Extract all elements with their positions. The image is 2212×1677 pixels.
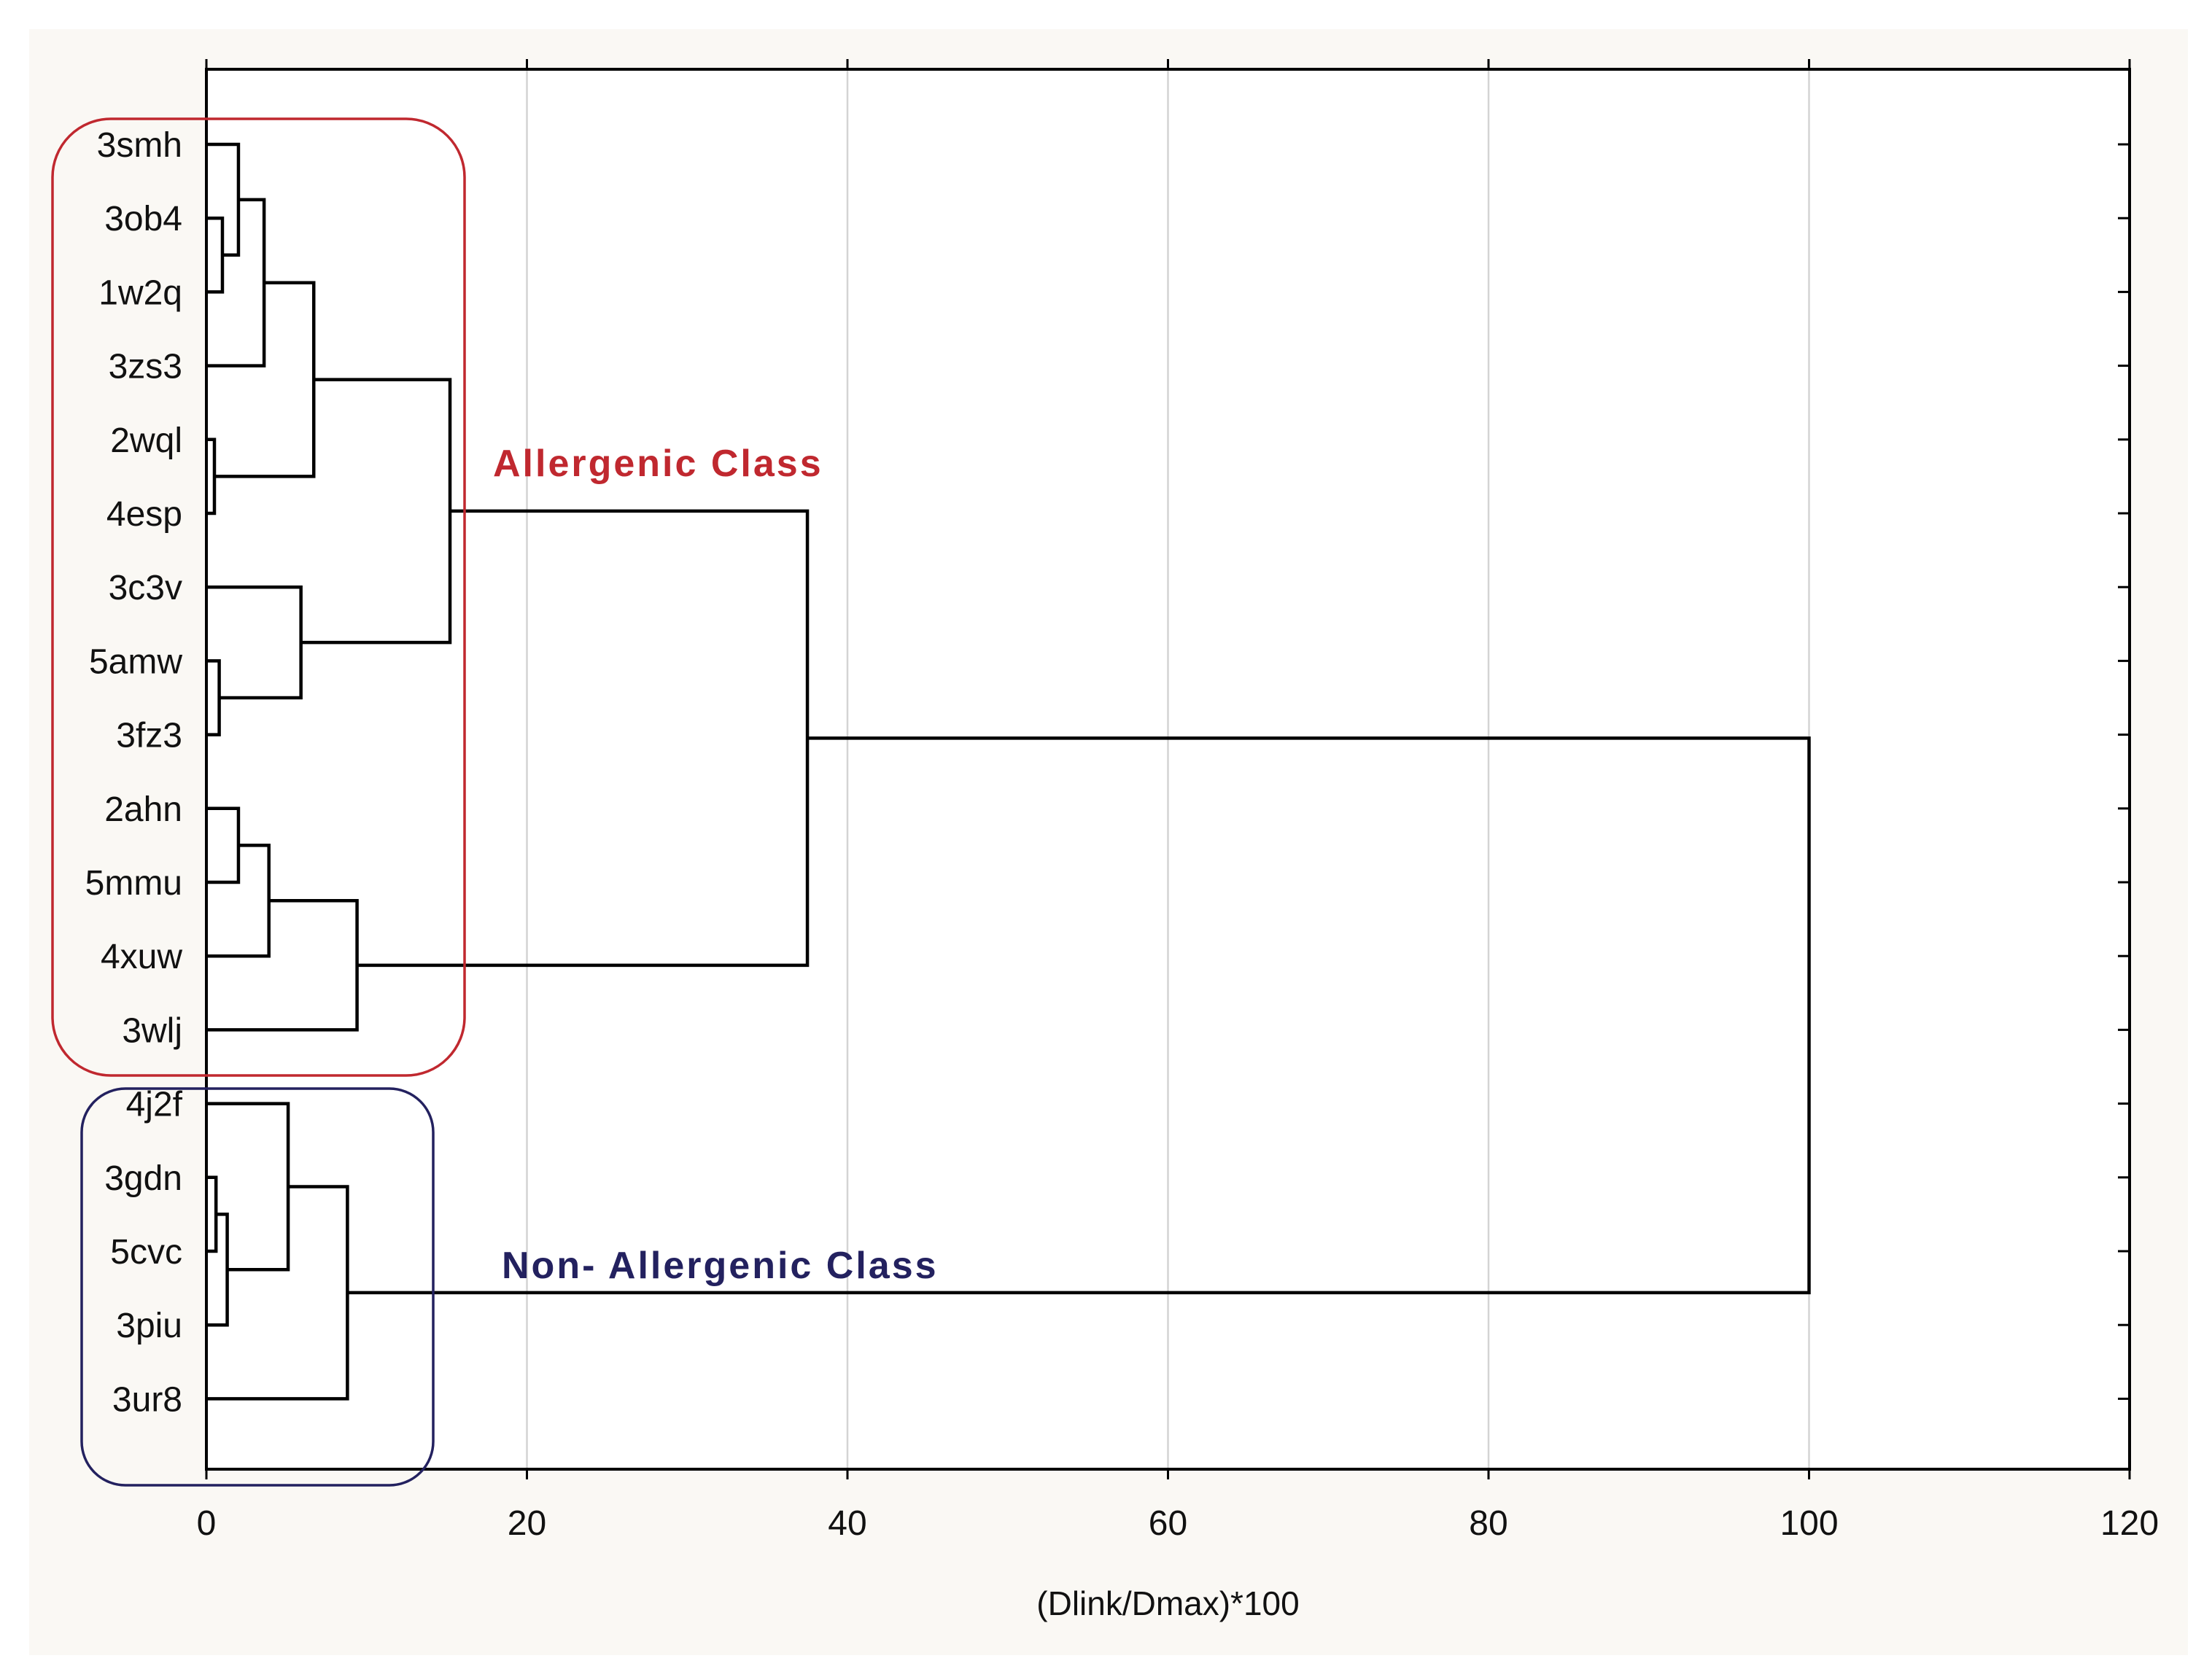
- leaf-label: 5mmu: [85, 864, 182, 903]
- leaf-label: 3ur8: [112, 1380, 182, 1419]
- x-tick-label: 80: [1469, 1504, 1507, 1543]
- leaf-label: 3fz3: [116, 717, 182, 755]
- x-tick-label: 60: [1149, 1504, 1187, 1543]
- leaf-label: 5cvc: [110, 1233, 182, 1272]
- leaf-label: 3smh: [97, 126, 182, 165]
- leaf-label: 3c3v: [109, 569, 182, 607]
- x-tick-label: 20: [508, 1504, 546, 1543]
- class-group-outline: [51, 117, 466, 1077]
- x-tick-label: 120: [2100, 1504, 2159, 1543]
- dendrogram-link: [357, 509, 810, 968]
- leaf-label: 3wlj: [122, 1011, 182, 1050]
- leaf-label: 3piu: [116, 1307, 182, 1345]
- x-tick-label: 100: [1780, 1504, 1838, 1543]
- dendrogram-link: [347, 736, 1811, 1295]
- leaf-label: 5amw: [89, 642, 182, 681]
- class-group-label: Non- Allergenic Class: [502, 1245, 939, 1287]
- leaf-label: 2wql: [110, 421, 182, 460]
- dendrogram-link: [206, 585, 303, 700]
- x-axis-title: (Dlink/Dmax)*100: [1036, 1584, 1299, 1622]
- leaf-label: 1w2q: [98, 273, 182, 312]
- leaf-label: 3zs3: [109, 348, 182, 386]
- leaf-label: 4xuw: [101, 938, 182, 976]
- leaf-label: 3ob4: [104, 200, 182, 238]
- dendrogram-link: [206, 437, 217, 515]
- class-group-label: Allergenic Class: [493, 443, 823, 485]
- class-group-outline: [80, 1087, 435, 1487]
- leaf-label: 3gdn: [104, 1159, 182, 1198]
- x-tick-label: 40: [828, 1504, 866, 1543]
- leaf-label: 2ahn: [104, 790, 182, 829]
- leaf-label: 4esp: [106, 495, 182, 534]
- x-tick-label: 0: [197, 1504, 217, 1543]
- leaf-label: 4j2f: [126, 1086, 183, 1124]
